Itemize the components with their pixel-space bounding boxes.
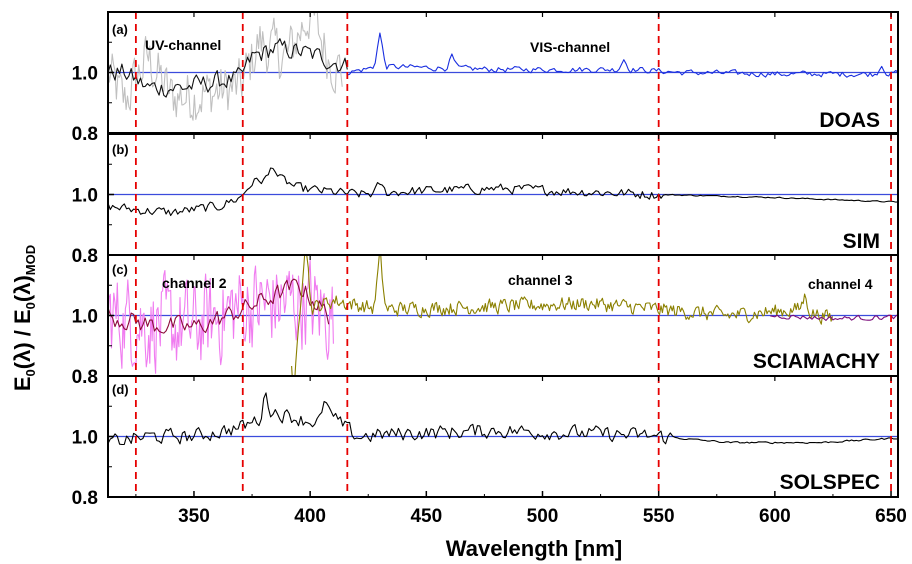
y-label-sub0: 0 (23, 369, 38, 376)
x-axis: 350 400 450 500 550 600 650 (135, 491, 907, 527)
series-group (108, 12, 898, 121)
series-line-3 (770, 314, 898, 321)
y-tick-label: 1.0 (72, 428, 98, 449)
series-group (108, 255, 898, 376)
panel-name: DOAS (819, 109, 880, 132)
series-line-2 (291, 255, 834, 376)
series-line-0 (108, 12, 343, 121)
series-line-0 (108, 259, 334, 374)
y-label-mid: (λ) / E (10, 309, 35, 369)
y-label-sub-mod: MOD (23, 245, 38, 275)
x-tick-label: 400 (294, 506, 326, 527)
y-label-sub1: 0 (23, 302, 38, 309)
y-tick-label: 0.8 (72, 367, 98, 388)
series-line-0 (108, 392, 898, 446)
series-group (108, 167, 898, 217)
x-tick-label: 550 (643, 506, 675, 527)
y-label-e0: E (10, 376, 35, 391)
series-line-0 (108, 167, 898, 217)
x-tick-label: 450 (410, 506, 442, 527)
panel-annotation: channel 3 (508, 272, 573, 288)
y-axis-label: E0(λ) / E0(λ)MOD (10, 245, 38, 391)
panel-name: SOLSPEC (780, 471, 880, 494)
panel-letter: (a) (112, 22, 128, 37)
panel-name: SCIAMACHY (753, 350, 880, 373)
panel-letter: (b) (112, 142, 129, 157)
panel-solspec: 0.8 1.0 (d) SOLSPEC (72, 375, 899, 509)
x-tick-label: 500 (527, 506, 559, 527)
panel-name: SIM (843, 230, 880, 253)
y-label-end: (λ) (10, 275, 35, 302)
panel-sciamachy: 0.8 1.0 (c) SCIAMACHY channel 2 channel 3 chan… (72, 254, 899, 388)
series-line-1 (108, 38, 348, 98)
y-tick-label: 1.0 (72, 64, 98, 85)
panel-sim: 0.8 1.0 (b) SIM (72, 133, 899, 267)
panel-doas: 0.8 1.0 (a) DOAS UV-channel VIS-channel (72, 11, 899, 145)
y-tick-label: 0.8 (72, 488, 98, 509)
y-tick-label: 1.0 (72, 307, 98, 328)
series-line-1 (108, 278, 330, 334)
series-group (108, 392, 898, 446)
panel-annotation: VIS-channel (530, 39, 610, 55)
y-tick-label: 0.8 (72, 246, 98, 267)
panel-letter: (c) (112, 262, 128, 277)
x-axis-label: Wavelength [nm] (446, 536, 622, 561)
series-line-2 (347, 32, 898, 78)
y-tick-label: 1.0 (72, 186, 98, 207)
panel-annotation: UV-channel (145, 37, 221, 53)
x-tick-label: 350 (178, 506, 210, 527)
x-tick-label: 650 (875, 506, 907, 527)
panels-layer: 0.8 1.0 (a) DOAS UV-channel VIS-channel 0.8 1.0… (72, 11, 899, 509)
panel-annotation: channel 2 (162, 275, 227, 291)
x-tick-label: 600 (759, 506, 791, 527)
y-tick-label: 0.8 (72, 124, 98, 145)
panel-annotation: channel 4 (808, 276, 873, 292)
panel-letter: (d) (112, 382, 129, 397)
